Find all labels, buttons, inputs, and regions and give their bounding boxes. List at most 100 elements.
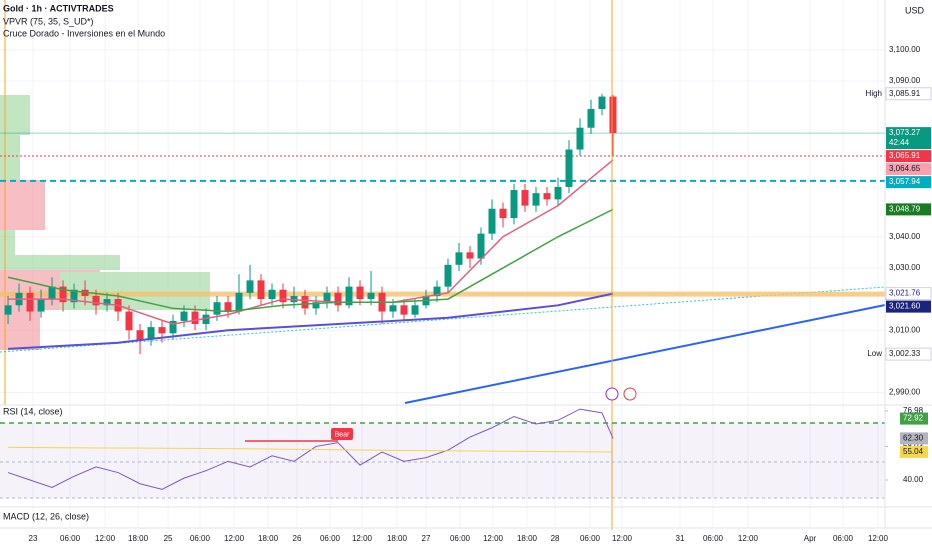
x-tick-label: 06:00 xyxy=(60,534,81,543)
y-tick-label: 3,010.00 xyxy=(889,325,921,334)
candle-body xyxy=(48,286,56,300)
x-tick-label: 06:00 xyxy=(320,534,341,543)
rsi-tag-label: 55.04 xyxy=(903,447,924,456)
vp-bar xyxy=(0,255,120,270)
x-tick-label: 27 xyxy=(422,534,431,543)
candle-body xyxy=(180,311,188,321)
x-tick-label: 06:00 xyxy=(190,534,211,543)
candle-body xyxy=(213,302,221,315)
rsi-tick-label: 76.98 xyxy=(903,406,924,415)
y-tick-label: 3,030.00 xyxy=(889,263,921,272)
x-tick-label: 25 xyxy=(164,534,173,543)
x-tick-label: 12:00 xyxy=(95,534,116,543)
candle-body xyxy=(576,127,584,150)
price-tag-label: 3,002.33 xyxy=(889,349,921,358)
candle-body xyxy=(356,286,364,300)
rsi-tag xyxy=(900,432,928,445)
x-tick-label: 31 xyxy=(676,534,685,543)
candle-body xyxy=(499,208,507,219)
x-tick-label: 28 xyxy=(551,534,560,543)
x-tick-label: 26 xyxy=(293,534,302,543)
grid xyxy=(0,0,885,528)
x-tick-label: 12:00 xyxy=(352,534,373,543)
event-icon[interactable] xyxy=(623,387,637,401)
price-tag-label: 3,065.91 xyxy=(889,151,921,160)
currency: USD xyxy=(905,5,925,15)
candle-body xyxy=(488,208,496,234)
y-tick-label: 3,100.00 xyxy=(889,45,921,54)
price-tag-label: 3,057.94 xyxy=(889,177,921,186)
candle-body xyxy=(521,190,529,206)
price-tag xyxy=(886,163,931,176)
candle-body xyxy=(543,193,551,200)
price-tag xyxy=(886,176,931,189)
rsi-tag xyxy=(900,412,928,425)
x-tick-label: 06:00 xyxy=(833,534,854,543)
candle-body xyxy=(191,311,199,324)
candle-body xyxy=(246,280,254,293)
vp-bar xyxy=(0,180,45,230)
vp-bar xyxy=(0,135,20,180)
candle-body xyxy=(224,302,232,312)
candle-body xyxy=(510,190,518,219)
moving-average xyxy=(7,292,614,350)
candle-body xyxy=(268,289,276,300)
rsi-tag-label: 62.30 xyxy=(903,434,924,443)
vp-bar xyxy=(0,310,40,350)
candle-body xyxy=(125,311,133,331)
candle-body xyxy=(103,299,111,306)
x-tick-label: 18:00 xyxy=(517,534,538,543)
x-tick-label: 06:00 xyxy=(450,534,471,543)
price-tag xyxy=(886,203,931,216)
candle-body xyxy=(444,264,452,287)
symbol-title: Gold · 1h · ACTIVTRADES xyxy=(3,3,114,13)
rsi-line xyxy=(8,446,613,453)
candle-body xyxy=(158,327,166,334)
price-tag xyxy=(885,287,932,301)
price-tag xyxy=(885,87,932,101)
rsi-band xyxy=(0,423,885,498)
candle-body xyxy=(279,289,287,303)
rsi-line xyxy=(7,408,614,490)
candle-body xyxy=(4,305,12,315)
bear-badge xyxy=(331,428,353,440)
price-caption: Low xyxy=(867,349,882,358)
vp-bar xyxy=(0,230,15,255)
bear-label: Bear xyxy=(335,431,350,438)
trend-line xyxy=(404,304,886,404)
candle-body xyxy=(532,193,540,206)
candle-body xyxy=(587,109,595,128)
rsi-title: RSI (14, close) xyxy=(3,406,63,416)
x-tick-label: 18:00 xyxy=(258,534,279,543)
candle-body xyxy=(312,302,320,309)
candle-body xyxy=(466,252,474,259)
x-tick-label: 18:00 xyxy=(128,534,149,543)
y-tick-label: 2,990.00 xyxy=(889,388,921,397)
x-tick-label: 12:00 xyxy=(868,534,889,543)
candle-body xyxy=(136,330,144,340)
candle-body xyxy=(59,286,67,303)
x-tick-label: 12:00 xyxy=(483,534,504,543)
y-tick-label: 3,040.00 xyxy=(889,232,921,241)
candle-body xyxy=(345,286,353,306)
candle-body xyxy=(609,96,617,134)
candle-body xyxy=(565,149,573,187)
price-tag xyxy=(885,347,932,361)
price-tag-label: 3,085.91 xyxy=(889,89,921,98)
moving-average xyxy=(8,159,614,325)
price-pane xyxy=(4,93,617,355)
price-tag-label: 3,073.27 xyxy=(889,128,921,137)
x-tick-label: 12:00 xyxy=(224,534,245,543)
moving-average xyxy=(7,208,614,313)
price-tag-label: 3,021.60 xyxy=(889,302,921,311)
price-tag xyxy=(886,150,931,163)
candle-body xyxy=(433,286,441,296)
candle-body xyxy=(235,292,243,312)
event-icon[interactable] xyxy=(605,387,619,401)
price-tag xyxy=(886,300,931,313)
candle-body xyxy=(598,96,606,110)
candle-body xyxy=(92,295,100,306)
price-tag-label: 3,048.79 xyxy=(889,204,921,213)
candle-body xyxy=(334,292,342,306)
